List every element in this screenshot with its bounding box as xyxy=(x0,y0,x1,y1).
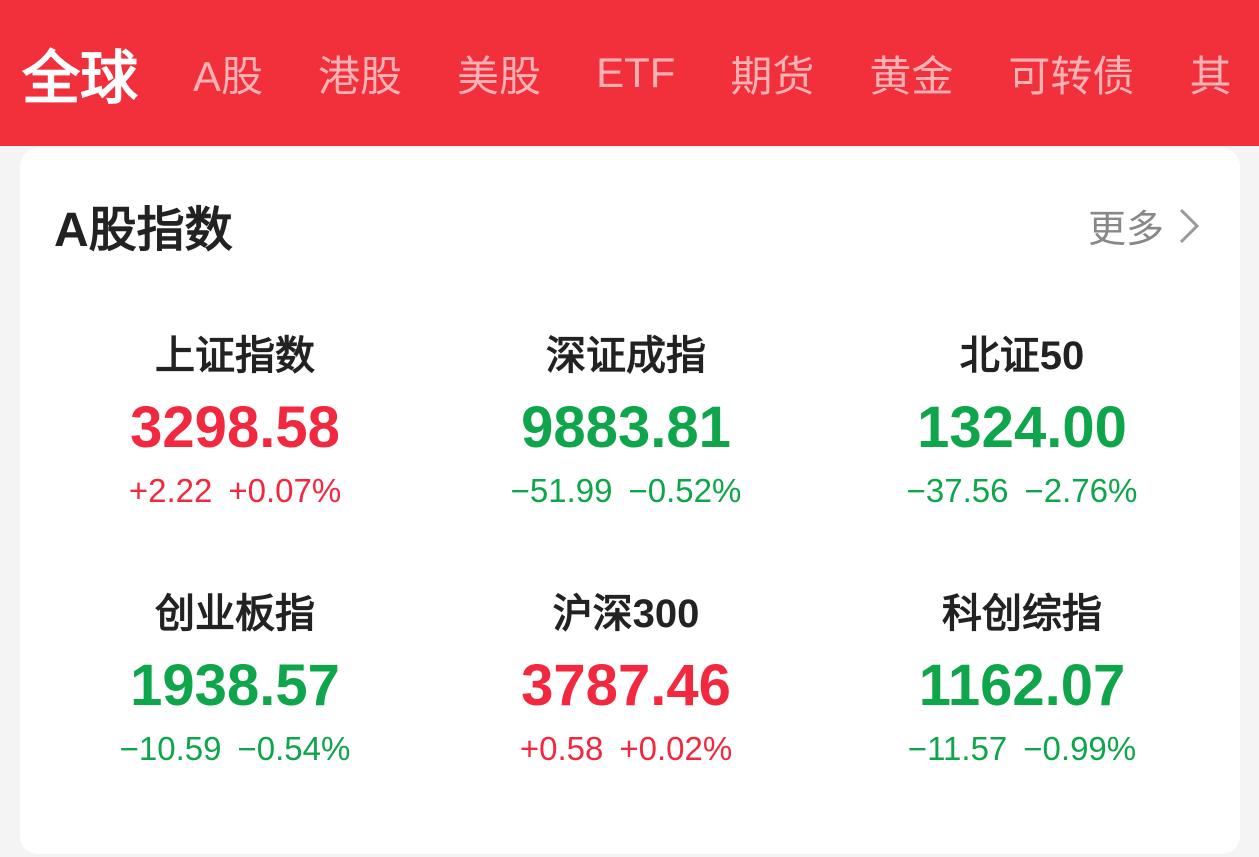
change-amount: −37.56 xyxy=(906,472,1009,509)
tab[interactable]: 全球 xyxy=(22,46,139,111)
index-change: −37.56 −2.76% xyxy=(804,468,1240,514)
index-grid: 上证指数 3298.58 +2.22 +0.07% 深证成指 9883.81 −51.99−… xyxy=(20,328,1240,772)
tab[interactable]: A股 xyxy=(193,52,264,100)
card-title: A股指数 xyxy=(54,204,233,257)
index-name: 沪深300 xyxy=(552,592,700,636)
index-cell[interactable]: 北证50 1324.00 −37.56 −2.76% xyxy=(804,328,1240,514)
index-cell[interactable]: 沪深300 3787.46 +0.58 +0.02% xyxy=(448,586,804,772)
index-cell[interactable]: 科创综指 1162.07 −11.57 −0.99% xyxy=(804,586,1240,772)
index-name: 上证指数 xyxy=(155,334,315,378)
index-value: 1938.57 xyxy=(130,653,340,718)
index-name: 深证成指 xyxy=(546,334,706,378)
index-cell[interactable]: 深证成指 9883.81 −51.99 −0.52% xyxy=(448,328,804,514)
header-bar: 全球 A股 港股 美股 ETF 期货 黄金 可转债 其 xyxy=(0,0,1259,146)
tab[interactable]: 可转债 xyxy=(1008,52,1135,100)
index-change: −51.99 −0.52% xyxy=(448,468,804,514)
index-value: 1162.07 xyxy=(918,653,1126,718)
index-value: 1324.00 xyxy=(917,395,1127,460)
index-value: 9883.81 xyxy=(521,395,731,460)
tab[interactable]: 其 xyxy=(1189,52,1232,100)
change-amount: −10.59 xyxy=(119,730,222,767)
index-change: −11.57 −0.99% xyxy=(804,726,1240,772)
index-cell[interactable]: 创业板指 1938.57 −10.59 −0.54% xyxy=(20,586,448,772)
chevron-icon xyxy=(1179,208,1200,243)
change-percent: −2.76% xyxy=(1024,472,1138,509)
tab[interactable]: 美股 xyxy=(457,52,542,100)
tab[interactable]: 期货 xyxy=(730,52,815,100)
index-value: 3298.58 xyxy=(130,395,340,460)
tab[interactable]: 黄金 xyxy=(869,52,954,100)
change-percent: −0.54% xyxy=(237,730,351,767)
change-amount: +0.58 xyxy=(519,730,604,767)
change-percent: −0.52% xyxy=(628,472,742,509)
more-text[interactable]: 更多 xyxy=(1087,209,1164,251)
index-card: A股指数 更多 上证指数 3298.58 +2.22 +0.07% 深证成指 9883.8… xyxy=(20,148,1240,854)
index-name: 北证50 xyxy=(959,334,1085,378)
change-percent: −0.99% xyxy=(1023,730,1137,767)
index-value: 3787.46 xyxy=(521,653,731,718)
index-name: 创业板指 xyxy=(155,592,315,636)
tab[interactable]: 港股 xyxy=(318,52,403,100)
index-change: +2.22 +0.07% xyxy=(22,468,448,514)
change-amount: −51.99 xyxy=(510,472,613,509)
change-percent: +0.07% xyxy=(228,472,342,509)
tab-strip: 全球 A股 港股 美股 ETF 期货 黄金 可转债 其 xyxy=(22,0,1231,146)
more-link[interactable]: 更多 xyxy=(1088,198,1200,253)
tab[interactable]: ETF xyxy=(596,49,676,96)
change-percent: +0.02% xyxy=(619,730,733,767)
index-cell[interactable]: 上证指数 3298.58 +2.22 +0.07% xyxy=(20,328,448,514)
index-change: +0.58 +0.02% xyxy=(448,726,804,772)
change-amount: −11.57 xyxy=(907,730,1008,767)
change-amount: +2.22 xyxy=(128,472,213,509)
index-change: −10.59 −0.54% xyxy=(22,726,448,772)
index-name: 科创综指 xyxy=(942,592,1102,636)
